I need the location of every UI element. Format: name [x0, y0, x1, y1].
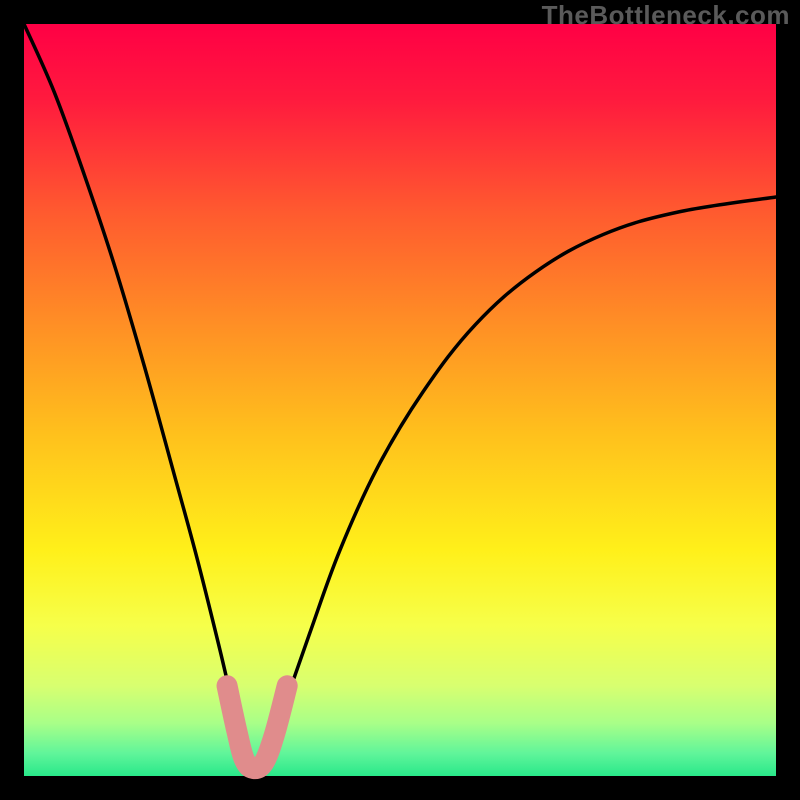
chart-container: TheBottleneck.com: [0, 0, 800, 800]
plot-background: [24, 24, 776, 776]
bottleneck-chart: [0, 0, 800, 800]
watermark-text: TheBottleneck.com: [542, 0, 790, 31]
